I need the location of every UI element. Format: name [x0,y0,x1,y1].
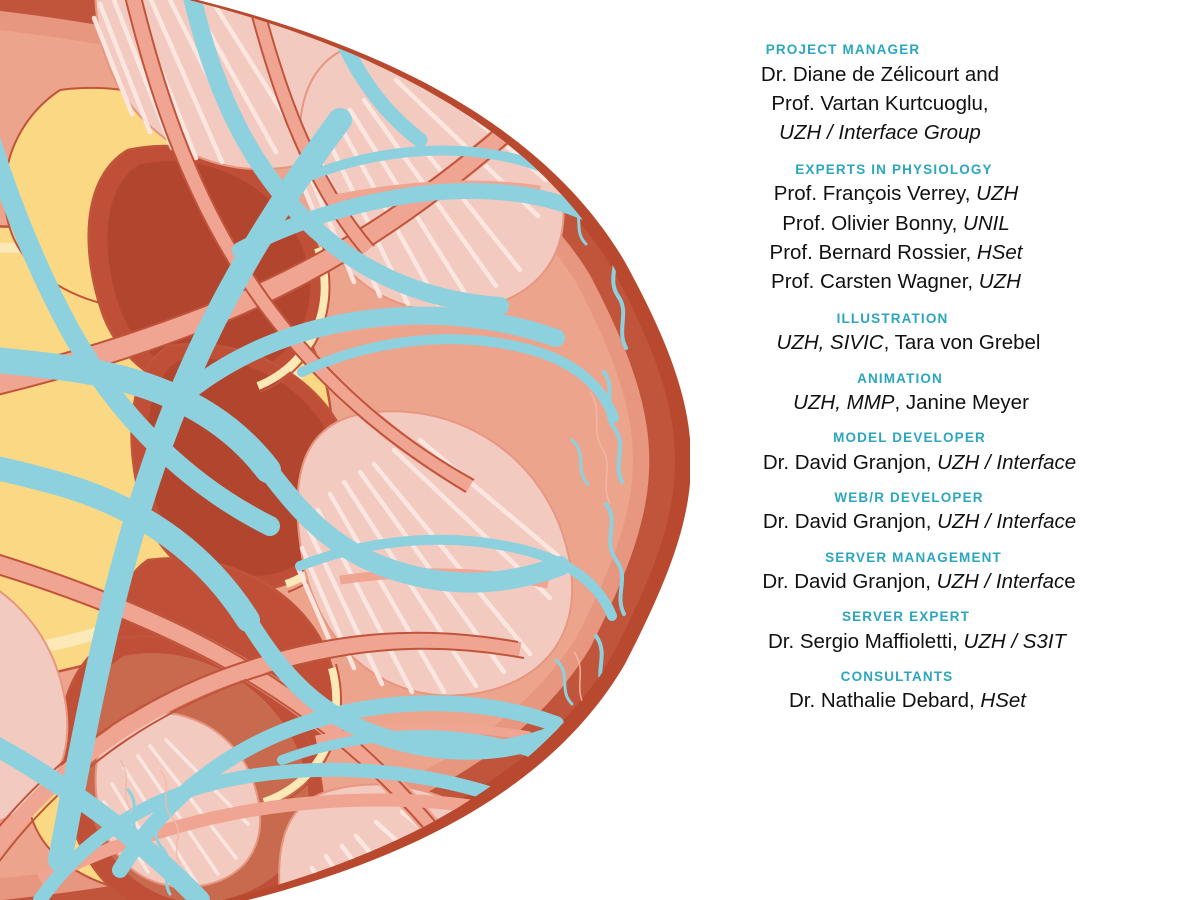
credit-person: , Janine Meyer [894,391,1029,415]
credit-block-server-management: SERVER MANAGEMENT Dr. David Granjon, UZH… [728,548,1110,597]
credit-role-label: ILLUSTRATION [836,310,949,326]
credit-name-line: Prof. Olivier Bonny, UNIL [682,209,1110,238]
credit-affiliation: UZH, SIVIC [776,331,884,355]
credit-affiliation: UNIL [963,211,1010,235]
credit-affiliation: UZH / Interface [937,510,1077,534]
credit-person: Dr. Diane de Zélicourt and [760,62,1000,86]
credit-affiliation: UZH [978,269,1021,293]
credit-block-web-r-developer: WEB/R DEVELOPER Dr. David Granjon, UZH /… [729,488,1110,537]
credit-role-label: WEB/R DEVELOPER [834,489,984,505]
credit-person: Dr. David Granjon, [762,450,938,474]
credit-name-line: Prof. Carsten Wagner, UZH [682,267,1110,296]
credit-block-experts-in-physiology: EXPERTS IN PHYSIOLOGY Prof. François Ver… [682,160,1110,296]
credit-name-line: Dr. Sergio Maffioletti, UZH / S3IT [724,627,1110,656]
credit-person: Prof. Vartan Kurtcuoglu, [771,91,989,115]
credit-person: Dr. David Granjon, [762,510,938,534]
credit-person: Prof. Bernard Rossier, [769,240,977,264]
credit-affiliation: UZH / Interface [937,450,1077,474]
credit-role-label: PROJECT MANAGER [765,42,921,57]
credit-role-label: CONSULTANTS [840,668,954,684]
credit-role-label: MODEL DEVELOPER [833,430,986,446]
credit-person: Prof. Carsten Wagner, [771,269,979,293]
credit-block-server-expert: SERVER EXPERT Dr. Sergio Maffioletti, UZ… [724,607,1110,656]
credit-name-line: UZH / Interface Group [650,118,1110,147]
credit-name-line: Dr. David Granjon, UZH / Interface [729,507,1110,536]
credit-affiliation: HSet [976,240,1023,264]
kidney-cross-section-illustration [0,0,690,900]
credit-person: , Tara von Grebel [883,331,1041,355]
credit-name-line: Dr. David Granjon, UZH / Interface [728,567,1110,596]
credits-panel: PROJECT MANAGER Dr. Diane de Zélicourt a… [690,0,1200,900]
credit-name-line: UZH, SIVIC, Tara von Grebel [707,328,1110,357]
credit-role-label: SERVER MANAGEMENT [825,549,1002,565]
credit-role-label: EXPERTS IN PHYSIOLOGY [795,161,993,177]
credit-name-line: Dr. Diane de Zélicourt and [650,60,1110,89]
credit-name-line: Dr. Nathalie Debard, HSet [705,686,1110,715]
credit-name-line: Prof. François Verrey, UZH [682,179,1110,208]
credit-block-illustration: ILLUSTRATION UZH, SIVIC, Tara von Grebel [707,309,1110,358]
credit-person: Prof. Olivier Bonny, [782,211,964,235]
credit-name-line: Dr. David Granjon, UZH / Interface [729,448,1110,477]
credit-affiliation: UZH / Interfac [936,570,1065,594]
kidney-illustration-panel [0,0,690,900]
credit-name-line: UZH, MMP, Janine Meyer [712,388,1110,417]
credit-affiliation: UZH / Interface Group [779,120,981,144]
credit-affiliation: UZH [976,182,1019,206]
credit-affiliation-tail: e [1064,570,1076,594]
renal-pyramid [295,410,574,697]
credit-person: Dr. Sergio Maffioletti, [767,629,964,653]
credit-block-model-developer: MODEL DEVELOPER Dr. David Granjon, UZH /… [729,428,1110,477]
credit-role-label: ANIMATION [857,370,943,386]
credit-name-line: Prof. Vartan Kurtcuoglu, [650,89,1110,118]
credit-block-animation: ANIMATION UZH, MMP, Janine Meyer [712,369,1110,418]
renal-pyramid [0,555,69,831]
credit-person: Dr. David Granjon, [762,570,937,594]
credit-name-line: Prof. Bernard Rossier, HSet [682,238,1110,267]
credit-role-label: SERVER EXPERT [842,609,970,625]
credit-person: Prof. François Verrey, [773,182,977,206]
credit-affiliation: UZH / S3IT [963,629,1067,653]
credit-person: Dr. Nathalie Debard, [788,689,981,713]
credit-affiliation: HSet [980,689,1026,713]
credit-affiliation: UZH, MMP [793,391,895,415]
credit-block-project-manager: PROJECT MANAGER Dr. Diane de Zélicourt a… [650,40,1110,147]
credit-block-consultants: CONSULTANTS Dr. Nathalie Debard, HSet [705,667,1110,716]
credits-list: PROJECT MANAGER Dr. Diane de Zélicourt a… [690,40,1110,727]
